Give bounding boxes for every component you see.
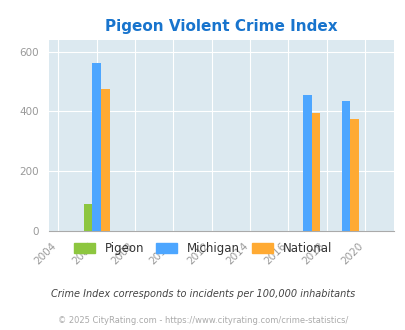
- Bar: [350, 118, 358, 231]
- Bar: [341, 101, 350, 231]
- Bar: [101, 89, 109, 231]
- Bar: [311, 113, 320, 231]
- Bar: [83, 204, 92, 231]
- Bar: [303, 95, 311, 231]
- Bar: [92, 63, 101, 231]
- Text: Crime Index corresponds to incidents per 100,000 inhabitants: Crime Index corresponds to incidents per…: [51, 289, 354, 299]
- Title: Pigeon Violent Crime Index: Pigeon Violent Crime Index: [105, 19, 337, 34]
- Text: © 2025 CityRating.com - https://www.cityrating.com/crime-statistics/: © 2025 CityRating.com - https://www.city…: [58, 316, 347, 325]
- Legend: Pigeon, Michigan, National: Pigeon, Michigan, National: [69, 237, 336, 260]
